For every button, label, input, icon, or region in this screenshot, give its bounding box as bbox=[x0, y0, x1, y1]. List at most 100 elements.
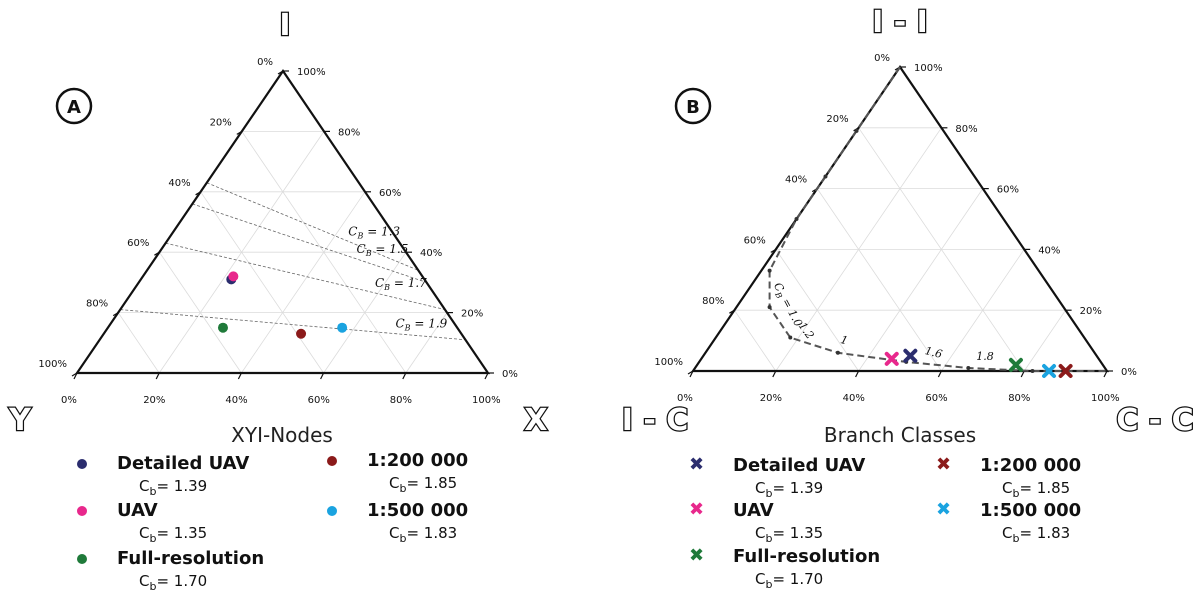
tick-label-right: 40% bbox=[420, 248, 442, 259]
legend-value: Cb= 1.35 bbox=[755, 524, 824, 545]
data-point bbox=[296, 328, 307, 339]
tick-label-bottom: 0% bbox=[61, 395, 77, 406]
tick-label-right: 80% bbox=[955, 124, 977, 135]
cb-isoline bbox=[165, 242, 446, 310]
curve-node bbox=[767, 268, 772, 273]
tick-label-bottom: 60% bbox=[308, 395, 330, 406]
tick-label-bottom: 0% bbox=[677, 393, 693, 404]
legend-label: UAV bbox=[733, 500, 774, 521]
legend-label: UAV bbox=[117, 500, 158, 521]
grid-line bbox=[941, 249, 1025, 372]
curve-label: 1.6 bbox=[923, 344, 943, 361]
data-point bbox=[228, 271, 239, 282]
grid-line bbox=[775, 249, 859, 372]
marker-stroke bbox=[1008, 357, 1023, 372]
panel-b-triangle bbox=[690, 65, 1110, 373]
tick-mark bbox=[73, 372, 78, 380]
dot-marker-icon bbox=[77, 459, 87, 469]
panel-a-letter: A bbox=[67, 97, 81, 118]
panel-b-title: Branch Classes bbox=[824, 423, 976, 447]
tick-label-left: 20% bbox=[210, 117, 232, 128]
panel-b-corner-top: I - I bbox=[872, 5, 928, 40]
tick-label-right: 20% bbox=[461, 309, 483, 320]
dot-marker-icon bbox=[327, 506, 337, 516]
legend-item: 1:500 000 Cb= 1.83 bbox=[327, 500, 468, 545]
tick-mark bbox=[195, 191, 201, 196]
panel-b-grid bbox=[734, 127, 1066, 372]
tick-label-right: 60% bbox=[379, 188, 401, 199]
cb-isoline bbox=[120, 309, 466, 341]
cb-isoline bbox=[192, 203, 427, 283]
legend-item: 1:200 000 Cb= 1.85 bbox=[327, 450, 468, 495]
tick-label-left: 40% bbox=[168, 178, 190, 189]
tick-label-left: 60% bbox=[744, 235, 766, 246]
legend-label: Full-resolution bbox=[733, 546, 881, 567]
tick-mark bbox=[236, 130, 243, 135]
panel-a: A CB = 1.3 CB = 1.5 CB = 1.7 CB = 1.9 0% 20%… bbox=[7, 7, 549, 447]
curve-node bbox=[966, 365, 971, 370]
dot-marker-icon bbox=[77, 506, 87, 516]
panel-a-triangle bbox=[74, 69, 491, 375]
legend-item: Full-resolution Cb= 1.70 bbox=[77, 548, 264, 593]
legend-value: Cb= 1.70 bbox=[139, 572, 208, 593]
legend-value: Cb= 1.35 bbox=[139, 524, 208, 545]
tick-label-left: 100% bbox=[654, 357, 683, 368]
data-point bbox=[337, 322, 348, 333]
tick-label-bottom: 80% bbox=[1008, 393, 1030, 404]
tick-mark bbox=[155, 372, 160, 380]
tick-mark bbox=[1020, 370, 1025, 378]
tick-label-left: 20% bbox=[826, 114, 848, 125]
curve-node bbox=[1030, 369, 1035, 373]
data-marker bbox=[1008, 357, 1023, 372]
tick-mark bbox=[402, 372, 407, 380]
tick-label-right: 20% bbox=[1080, 306, 1102, 317]
tick-label-left: 60% bbox=[127, 238, 149, 249]
curve-node bbox=[835, 350, 840, 355]
curve-node bbox=[854, 128, 859, 133]
tick-mark bbox=[937, 370, 942, 378]
panel-a-ticks: 0% 20% 40% 60% 80% 100% 100% 80% 60% 40% 20% 0% 0% 20… bbox=[38, 57, 517, 406]
data-point bbox=[217, 322, 228, 333]
grid-line bbox=[200, 191, 324, 374]
grid-line bbox=[1023, 309, 1066, 372]
cross-marker-icon: ✖ bbox=[689, 545, 705, 566]
dot-marker-icon bbox=[327, 456, 337, 466]
legend-item: ✖ 1:500 000 Cb= 1.83 bbox=[936, 500, 1082, 546]
legend-label: 1:200 000 bbox=[980, 455, 1082, 476]
panel-a-corner-left: Y bbox=[8, 403, 32, 438]
curve-node bbox=[794, 217, 799, 221]
panel-a-points bbox=[217, 271, 348, 339]
tick-label-bottom: 20% bbox=[143, 395, 165, 406]
tick-label-left: 40% bbox=[785, 175, 807, 186]
grid-line bbox=[858, 188, 984, 372]
data-marker bbox=[903, 348, 918, 363]
tick-mark bbox=[154, 251, 160, 256]
curve-node bbox=[823, 174, 828, 179]
tick-mark bbox=[855, 370, 860, 378]
grid-line bbox=[159, 251, 242, 374]
legend-value: Cb= 1.70 bbox=[755, 570, 824, 591]
cb-isoline-label: CB = 1.7 bbox=[375, 276, 427, 292]
tick-label-right: 100% bbox=[914, 63, 943, 74]
tick-label-bottom: 20% bbox=[760, 393, 782, 404]
curve-label: CB = 1.0 bbox=[769, 280, 805, 329]
tick-label-right: 100% bbox=[297, 67, 326, 78]
tick-label-bottom: 40% bbox=[843, 393, 865, 404]
legend-item: ✖ Full-resolution Cb= 1.70 bbox=[689, 546, 881, 592]
cb-isoline-label: CB = 1.9 bbox=[395, 317, 447, 333]
tick-mark bbox=[320, 372, 325, 380]
tick-mark bbox=[277, 70, 284, 75]
legend-label: Detailed UAV bbox=[733, 455, 866, 476]
data-marker bbox=[1058, 364, 1073, 378]
grid-line bbox=[816, 188, 942, 372]
tick-mark bbox=[729, 309, 735, 314]
legend-label: 1:500 000 bbox=[980, 500, 1082, 521]
legend-item: ✖ 1:200 000 Cb= 1.85 bbox=[936, 455, 1082, 501]
grid-line bbox=[323, 251, 407, 374]
legend-item: ✖ Detailed UAV Cb= 1.39 bbox=[689, 455, 866, 501]
cross-marker-icon: ✖ bbox=[936, 454, 952, 475]
tick-label-left: 0% bbox=[257, 57, 273, 68]
marker-stroke bbox=[1042, 364, 1057, 378]
tick-mark bbox=[1103, 370, 1108, 378]
